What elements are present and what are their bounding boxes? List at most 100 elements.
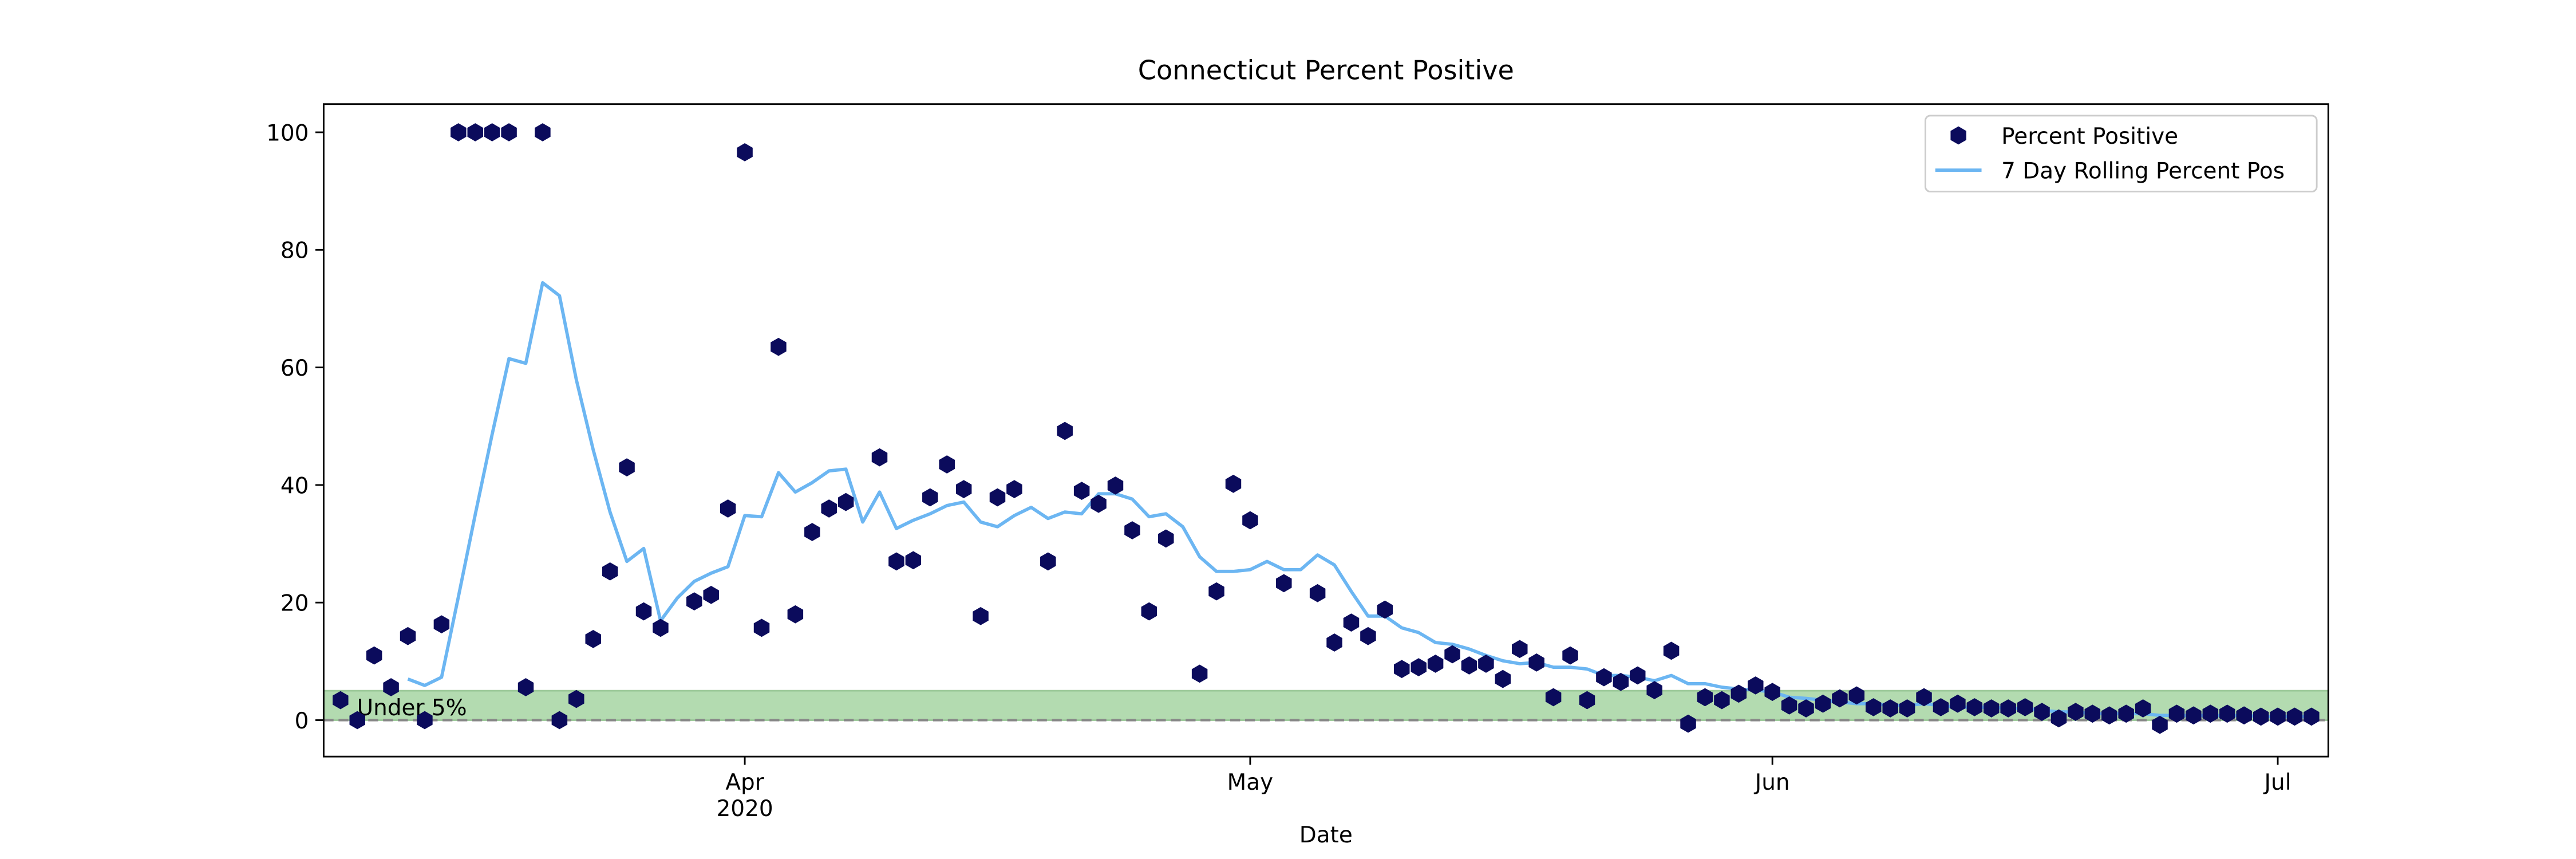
data-point	[1950, 694, 1966, 713]
data-point	[1748, 676, 1764, 695]
data-point	[2270, 707, 2286, 726]
data-point	[653, 618, 669, 637]
data-point	[1091, 494, 1107, 513]
data-point	[2168, 704, 2185, 723]
data-point	[1326, 633, 1342, 652]
data-point	[1225, 474, 1242, 493]
x-axis-label: Date	[1299, 822, 1353, 848]
data-point	[1360, 626, 1376, 645]
data-point	[501, 123, 517, 141]
data-point	[1343, 613, 1360, 632]
data-point	[2050, 709, 2067, 728]
data-point	[2152, 715, 2168, 734]
data-point	[1545, 688, 1562, 707]
data-point	[1073, 482, 1090, 501]
data-point	[1309, 584, 1326, 602]
data-point	[1057, 421, 1073, 440]
rolling-line	[407, 281, 2312, 719]
data-point	[1495, 669, 1511, 688]
data-point	[1208, 582, 1224, 601]
data-point	[1899, 699, 1915, 718]
data-point	[568, 689, 584, 708]
y-tick-label: 80	[280, 238, 309, 264]
legend-label: Percent Positive	[2001, 124, 2178, 149]
data-point	[1124, 521, 1140, 539]
data-point	[804, 523, 820, 541]
data-point	[2118, 704, 2134, 723]
data-point	[1714, 691, 1730, 710]
data-point	[753, 618, 770, 637]
data-point	[1191, 664, 1208, 683]
data-point	[973, 606, 989, 625]
data-point	[1141, 602, 1157, 621]
data-point	[1562, 646, 1578, 665]
data-point	[837, 492, 854, 511]
data-point	[1832, 689, 1848, 708]
data-point	[451, 123, 467, 141]
data-point	[2304, 707, 2320, 726]
data-point	[2068, 703, 2084, 721]
data-point	[2219, 704, 2235, 723]
legend-box	[1925, 115, 2318, 193]
plot-frame	[322, 103, 2329, 758]
data-point	[1040, 552, 1056, 571]
data-point	[366, 646, 382, 665]
data-point	[1848, 686, 1865, 705]
y-tick-label: 40	[280, 473, 309, 499]
data-point	[2084, 704, 2101, 723]
data-point	[2186, 706, 2202, 725]
data-point	[484, 123, 500, 141]
data-point	[787, 605, 804, 624]
data-point	[333, 691, 349, 710]
legend: Percent Positive 7 Day Rolling Percent Po…	[1925, 115, 2318, 193]
data-point	[417, 711, 433, 730]
data-point	[939, 455, 955, 474]
y-tick-label: 20	[280, 591, 309, 617]
data-point	[1427, 655, 1444, 673]
data-point	[1242, 511, 1258, 530]
data-point	[888, 552, 904, 571]
data-point	[2101, 706, 2117, 725]
data-point	[2236, 706, 2252, 725]
data-point	[2286, 707, 2303, 726]
data-point	[517, 678, 534, 696]
data-point	[1798, 699, 1814, 718]
data-point	[433, 615, 450, 634]
data-point	[1377, 600, 1393, 619]
data-point	[2034, 703, 2050, 721]
data-point	[1764, 683, 1780, 702]
data-point	[2253, 707, 2269, 726]
data-point	[1411, 658, 1427, 676]
data-point	[383, 678, 399, 696]
data-point	[1006, 480, 1022, 498]
data-point	[1276, 574, 1292, 593]
data-point	[1394, 660, 1410, 679]
data-point	[922, 488, 938, 507]
data-point	[686, 592, 702, 611]
data-point	[1613, 672, 1629, 691]
data-point	[1461, 656, 1477, 675]
y-tick-label: 0	[295, 708, 309, 734]
data-point	[1512, 640, 1528, 659]
data-point	[1697, 688, 1713, 707]
data-point	[1444, 645, 1460, 664]
x-tick-label: Jul	[2263, 770, 2291, 795]
data-point	[1730, 684, 1747, 703]
data-point	[619, 458, 635, 476]
x-tick-label: May	[1227, 770, 1274, 795]
data-point	[1646, 681, 1662, 700]
data-point	[1815, 694, 1831, 713]
data-point	[2017, 698, 2033, 716]
data-point	[1680, 714, 1696, 733]
data-point	[1983, 699, 2000, 718]
band-label: Under 5%	[357, 695, 467, 721]
data-point	[1630, 666, 1646, 685]
data-point	[1781, 696, 1797, 715]
data-point	[1916, 688, 1932, 707]
data-point	[771, 337, 787, 356]
data-point	[400, 626, 416, 645]
data-point	[821, 499, 837, 518]
data-point	[720, 499, 736, 518]
